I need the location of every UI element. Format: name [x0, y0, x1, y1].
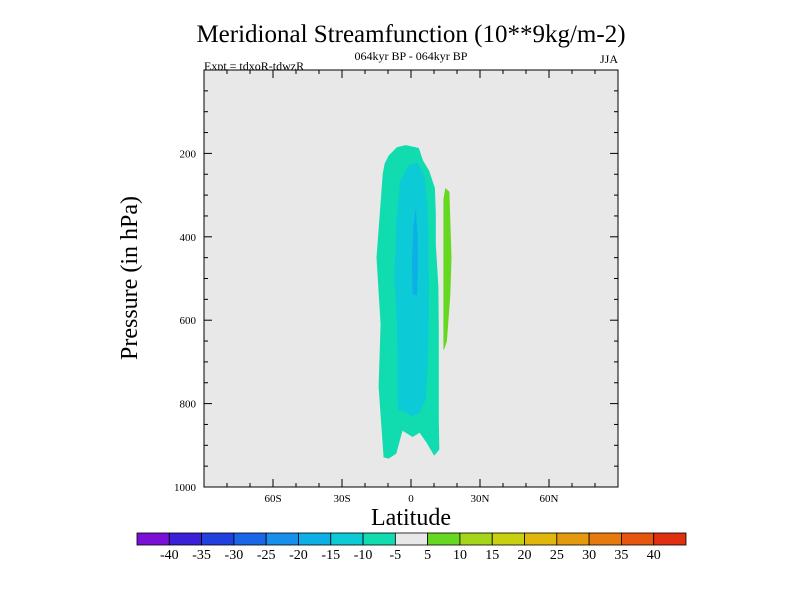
- colorbar-label: -5: [390, 548, 402, 563]
- colorbar-label: 40: [647, 548, 661, 563]
- colorbar-label: 30: [582, 548, 596, 563]
- y-tick-label: 400: [180, 232, 197, 244]
- colorbar-label: -40: [160, 548, 179, 563]
- colorbar-box: [136, 532, 170, 546]
- colorbar-label: 35: [614, 548, 628, 563]
- colorbar-label: -15: [321, 548, 340, 563]
- colorbar-label: 25: [550, 548, 564, 563]
- plot-area: [203, 69, 619, 488]
- colorbar-label: -30: [225, 548, 244, 563]
- colorbar-box: [394, 532, 429, 546]
- x-tick-label: 60S: [264, 493, 281, 505]
- colorbar-box: [556, 532, 590, 546]
- colorbar-label: 10: [453, 548, 467, 563]
- y-tick-label: 600: [180, 315, 197, 327]
- colorbar-box: [491, 532, 525, 546]
- contour-region-1: [394, 162, 429, 417]
- season-label: JJA: [600, 52, 618, 66]
- colorbar-box: [168, 532, 202, 546]
- contour-region-3: [443, 188, 452, 351]
- colorbar-box: [330, 532, 364, 546]
- colorbar-label: -20: [289, 548, 308, 563]
- colorbar-box: [653, 532, 687, 546]
- x-tick-label: 30S: [333, 493, 350, 505]
- y-axis-label: Pressure (in hPa): [117, 196, 143, 360]
- colorbar-label: 15: [485, 548, 499, 563]
- chart-title: Meridional Streamfunction (10**9kg/m-2): [196, 21, 625, 48]
- colorbar-label: -35: [192, 548, 211, 563]
- y-tick-label: 200: [180, 148, 197, 160]
- x-tick-label: 30N: [471, 493, 490, 505]
- colorbar-box: [265, 532, 299, 546]
- colorbar-label: -25: [257, 548, 276, 563]
- colorbar-box: [621, 532, 655, 546]
- x-tick-label: 60N: [540, 493, 559, 505]
- colorbar-box: [298, 532, 332, 546]
- y-axis: 200 400 600 800 1000: [174, 69, 618, 494]
- colorbar-box: [427, 532, 461, 546]
- y-tick-label: 800: [180, 399, 197, 411]
- colorbar-box: [362, 532, 396, 546]
- colorbar-box: [201, 532, 235, 546]
- colorbar-label: 5: [424, 548, 431, 563]
- colorbar: -40 -35 -30 -25 -20 -15 -10 -5 5 10 15 20 25 30 35 40: [136, 532, 687, 563]
- x-axis: 60S 30S 0 30N 60N: [203, 70, 619, 505]
- contour-region-2: [411, 207, 418, 296]
- x-tick-label: 0: [408, 493, 414, 505]
- colorbar-box: [524, 532, 558, 546]
- colorbar-box: [459, 532, 493, 546]
- colorbar-box: [588, 532, 622, 546]
- chart-subtitle: 064kyr BP - 064kyr BP: [355, 49, 468, 63]
- colorbar-label: 20: [518, 548, 532, 563]
- x-axis-label: Latitude: [371, 505, 451, 531]
- colorbar-label: -10: [354, 548, 373, 563]
- y-tick-label: 1000: [174, 482, 197, 494]
- colorbar-box: [233, 532, 267, 546]
